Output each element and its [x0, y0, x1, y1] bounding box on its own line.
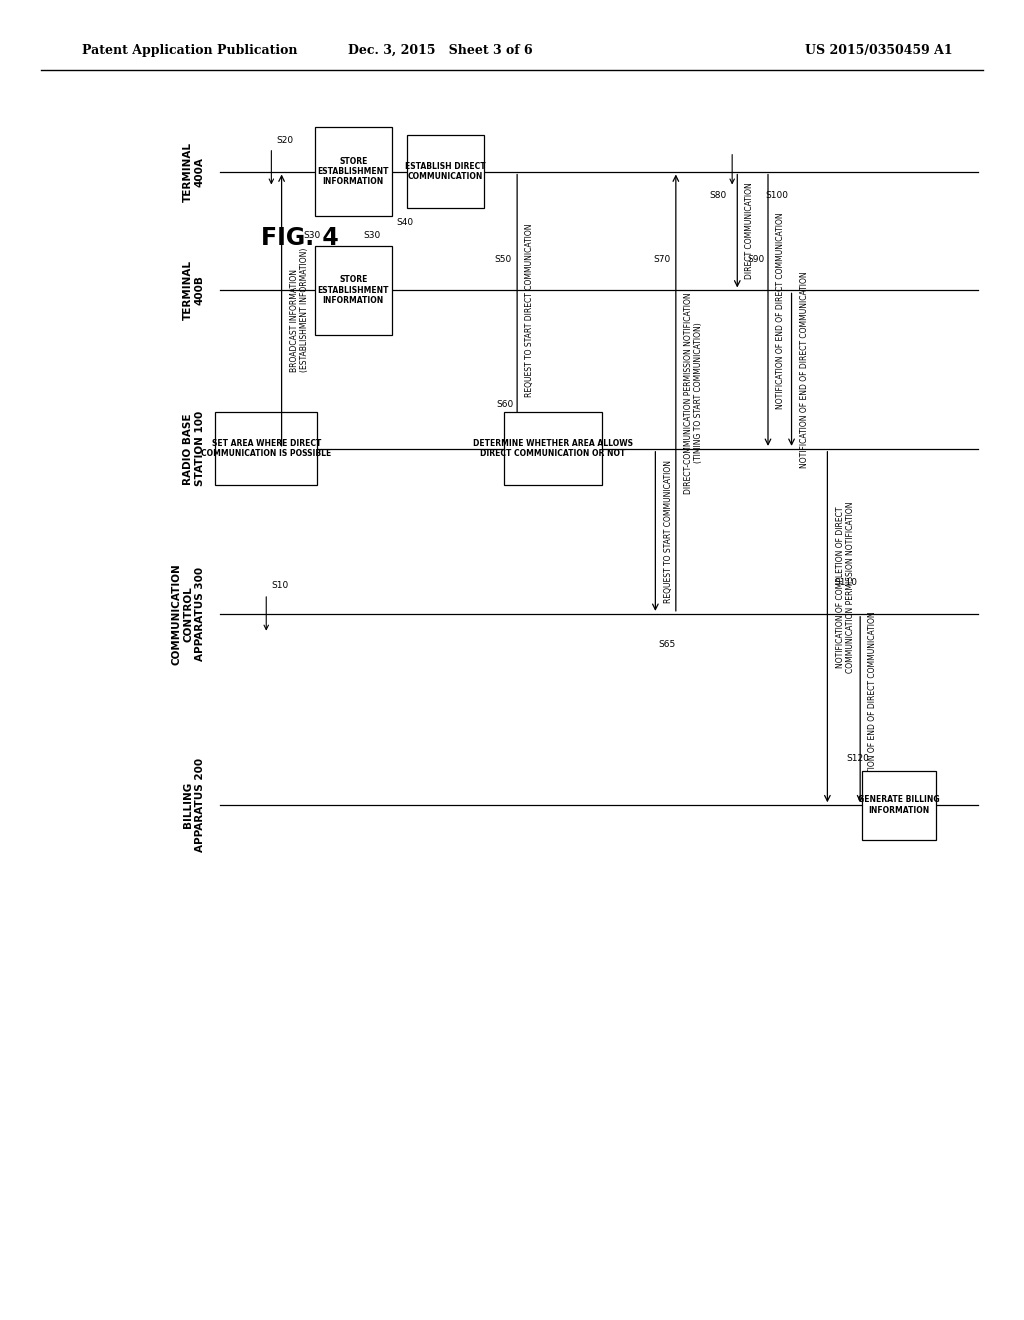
Text: S50: S50	[495, 255, 512, 264]
Text: GENERATE BILLING
INFORMATION: GENERATE BILLING INFORMATION	[858, 796, 940, 814]
Text: NOTIFICATION OF END OF DIRECT COMMUNICATION: NOTIFICATION OF END OF DIRECT COMMUNICAT…	[776, 213, 785, 408]
Text: S120: S120	[847, 754, 869, 763]
Text: BROADCAST INFORMATION
(ESTABLISHMENT INFORMATION): BROADCAST INFORMATION (ESTABLISHMENT INF…	[290, 248, 309, 372]
Text: S60: S60	[497, 400, 514, 409]
Text: RADIO BASE
STATION 100: RADIO BASE STATION 100	[183, 411, 205, 487]
Text: Patent Application Publication: Patent Application Publication	[82, 44, 297, 57]
Text: COMMUNICATION
CONTROL
APPARATUS 300: COMMUNICATION CONTROL APPARATUS 300	[172, 562, 205, 665]
Text: S30: S30	[364, 231, 381, 240]
Text: S80: S80	[710, 191, 727, 201]
Bar	[505, 412, 602, 484]
Bar	[215, 412, 317, 484]
Text: DIRECT COMMUNICATION: DIRECT COMMUNICATION	[745, 182, 755, 280]
Text: FIG. 4: FIG. 4	[261, 226, 339, 249]
Text: STORE
ESTABLISHMENT
INFORMATION: STORE ESTABLISHMENT INFORMATION	[317, 276, 389, 305]
Text: S110: S110	[835, 578, 857, 587]
Text: ESTABLISH DIRECT
COMMUNICATION: ESTABLISH DIRECT COMMUNICATION	[406, 162, 485, 181]
Text: S40: S40	[396, 218, 413, 227]
Text: REQUEST TO START DIRECT COMMUNICATION: REQUEST TO START DIRECT COMMUNICATION	[525, 223, 535, 397]
Text: NOTIFICATION OF END OF DIRECT COMMUNICATION: NOTIFICATION OF END OF DIRECT COMMUNICAT…	[800, 272, 809, 467]
Text: NOTIFICATION OF COMPLETION OF DIRECT
COMMUNICATION PERMISSION NOTIFICATION: NOTIFICATION OF COMPLETION OF DIRECT COM…	[836, 502, 855, 673]
Text: DETERMINE WHETHER AREA ALLOWS
DIRECT COMMUNICATION OR NOT: DETERMINE WHETHER AREA ALLOWS DIRECT COM…	[473, 440, 633, 458]
Text: US 2015/0350459 A1: US 2015/0350459 A1	[805, 44, 952, 57]
Text: S30: S30	[304, 231, 321, 240]
Text: Dec. 3, 2015   Sheet 3 of 6: Dec. 3, 2015 Sheet 3 of 6	[348, 44, 532, 57]
Text: TERMINAL
400B: TERMINAL 400B	[183, 260, 205, 321]
Text: NOTIFICATION OF END OF DIRECT COMMUNICATION: NOTIFICATION OF END OF DIRECT COMMUNICAT…	[868, 611, 878, 808]
Text: S90: S90	[748, 255, 765, 264]
Bar	[315, 127, 391, 216]
Text: S65: S65	[658, 640, 676, 649]
Text: REQUEST TO START COMMUNICATION: REQUEST TO START COMMUNICATION	[664, 459, 673, 603]
Text: S100: S100	[766, 191, 788, 201]
Text: DIRECT-COMMUNICATION PERMISSION NOTIFICATION
(TIMING TO START COMMUNICATION): DIRECT-COMMUNICATION PERMISSION NOTIFICA…	[684, 292, 703, 494]
Text: SET AREA WHERE DIRECT
COMMUNICATION IS POSSIBLE: SET AREA WHERE DIRECT COMMUNICATION IS P…	[201, 440, 332, 458]
Text: S20: S20	[276, 136, 294, 145]
Bar	[862, 771, 936, 840]
Text: S70: S70	[653, 255, 671, 264]
Text: STORE
ESTABLISHMENT
INFORMATION: STORE ESTABLISHMENT INFORMATION	[317, 157, 389, 186]
Text: TERMINAL
400A: TERMINAL 400A	[183, 141, 205, 202]
Bar	[315, 246, 391, 335]
Text: BILLING
APPARATUS 200: BILLING APPARATUS 200	[183, 758, 205, 853]
Bar	[408, 135, 484, 207]
Text: S10: S10	[271, 581, 289, 590]
